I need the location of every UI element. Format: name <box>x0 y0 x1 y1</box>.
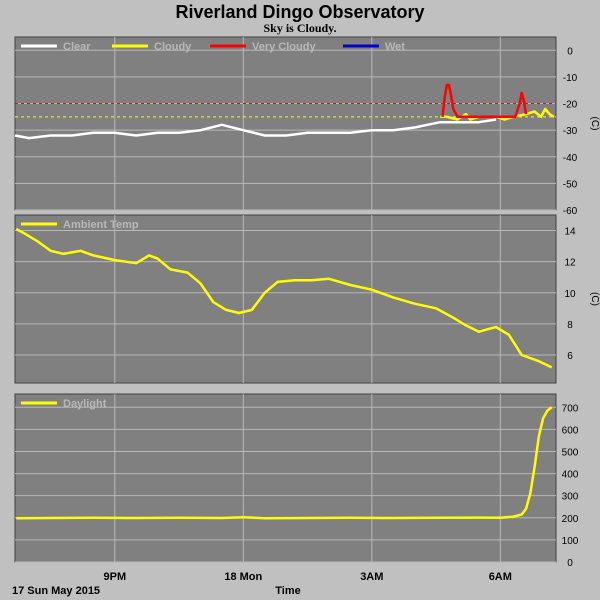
sky-series-0 <box>14 118 497 140</box>
daylight-panel: 0 100 200 300 400 500 600 700 Daylight <box>14 393 579 569</box>
sky-ytick-label-0: 0 <box>567 46 573 57</box>
daylight-ytick-label-3: 300 <box>562 492 579 503</box>
ambient-ylabel: (C) <box>589 292 600 306</box>
ambient-ytick-label-1: 12 <box>564 258 576 269</box>
sky-legend-label-2: Very Cloudy <box>252 41 316 53</box>
ambient-legend-label-0: Ambient Temp <box>63 219 139 231</box>
daylight-ytick-label-0: 0 <box>567 558 573 569</box>
xtick-label-1: 18 Mon <box>224 571 262 583</box>
daylight-ytick-label-4: 400 <box>562 470 579 481</box>
daylight-ytick-label-1: 100 <box>562 536 579 547</box>
chart-title: Riverland Dingo Observatory <box>175 2 424 22</box>
daylight-series-0 <box>16 406 553 520</box>
sky-ytick-label-2: -20 <box>563 100 578 111</box>
ambient-panel: 14 12 10 8 6 (C) Ambient Temp <box>14 214 600 384</box>
ambient-plot-area <box>14 214 557 384</box>
daylight-legend-label-0: Daylight <box>63 398 107 410</box>
xtick-label-3: 6AM <box>489 571 512 583</box>
ambient-series-0 <box>15 227 553 369</box>
ambient-ytick-label-2: 10 <box>564 289 576 300</box>
xtick-label-2: 3AM <box>360 571 383 583</box>
sky-ytick-label-1: -10 <box>563 73 578 84</box>
daylight-ytick-label-7: 700 <box>562 403 579 414</box>
daylight-ytick-label-6: 600 <box>562 425 579 436</box>
daylight-ytick-label-2: 200 <box>562 514 579 525</box>
sky-ytick-label-3: -30 <box>563 126 578 137</box>
daylight-ytick-label-5: 500 <box>562 447 579 458</box>
sky-ytick-label-6: -60 <box>563 206 578 217</box>
xtick-label-0: 9PM <box>103 571 126 583</box>
sky-plot-area <box>14 36 557 211</box>
daylight-plot-area <box>14 393 557 563</box>
date-label: 17 Sun May 2015 <box>12 585 100 597</box>
sky-legend-label-3: Wet <box>385 41 405 53</box>
chart-subtitle: Sky is Cloudy. <box>263 21 336 35</box>
ambient-ytick-label-4: 6 <box>567 351 573 362</box>
sky-series-2 <box>441 83 528 119</box>
sky-ytick-label-4: -40 <box>563 153 578 164</box>
sky-legend-label-1: Cloudy <box>154 41 192 53</box>
ambient-ytick-label-0: 14 <box>564 227 576 238</box>
sky-legend-label-0: Clear <box>63 41 91 53</box>
ambient-ytick-label-3: 8 <box>567 320 573 331</box>
sky-ylabel: (C) <box>589 117 600 131</box>
x-axis-title: Time <box>275 585 300 597</box>
sky-ytick-label-5: -50 <box>563 179 578 190</box>
sky-panel: 0 -10 -20 -30 -40 -50 -60 (C) Clear Cloudy Very Cl… <box>14 36 600 217</box>
